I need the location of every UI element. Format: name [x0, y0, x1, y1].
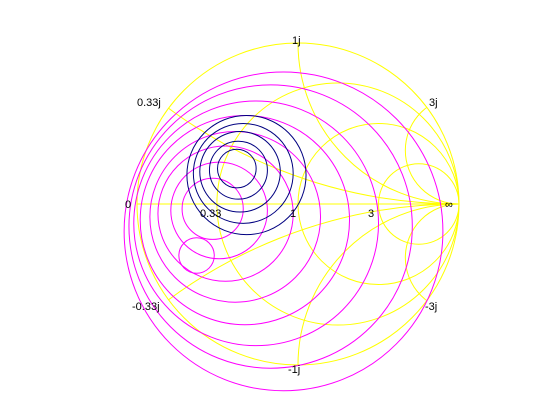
load-circle-1	[217, 148, 257, 189]
label-r-3: 3	[368, 208, 374, 220]
label-r-1: 1	[290, 208, 296, 220]
label-x-1j: 1j	[292, 35, 301, 47]
source-circle-2	[170, 161, 268, 260]
load-circle-4	[192, 123, 294, 224]
source-circles	[123, 71, 444, 392]
load-circle-5	[186, 114, 307, 236]
label-r-0: 0	[125, 199, 131, 211]
reactance-arc	[137, 203, 459, 365]
reactance-arc	[404, 96, 459, 205]
label-x-0.33j: 0.33j	[137, 97, 161, 109]
label-x-3j: 3j	[429, 97, 438, 109]
source-circle-8	[123, 71, 444, 392]
label-r-inf: ∞	[445, 199, 453, 211]
load-circle-2	[208, 140, 268, 200]
label-x-neg-3j: -3j	[425, 301, 437, 313]
label-x-neg-1j: -1j	[288, 364, 300, 376]
label-r-0.33: 0.33	[200, 208, 221, 220]
source-circle-3	[157, 145, 294, 282]
reactance-arc	[404, 203, 459, 312]
source-circle-7	[128, 84, 413, 369]
load-circles	[186, 114, 307, 236]
load-circle-3	[199, 131, 281, 213]
source-circle-1	[181, 177, 244, 240]
source-circle-9	[178, 237, 215, 274]
source-circle-6	[133, 100, 380, 347]
label-x-neg-0.33j: -0.33j	[132, 301, 160, 313]
